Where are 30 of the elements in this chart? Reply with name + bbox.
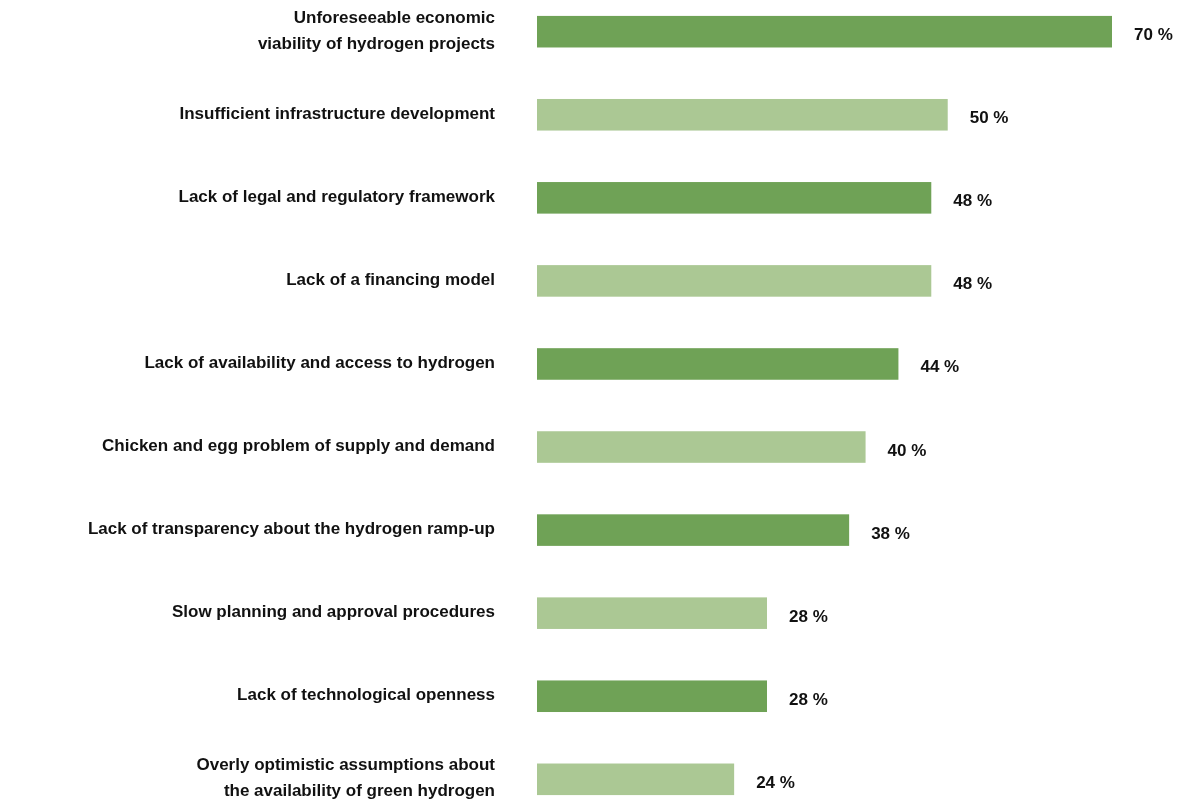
data-label: 48 % — [953, 274, 993, 294]
bar — [537, 680, 767, 713]
bar — [537, 98, 948, 131]
data-label: 40 % — [887, 440, 927, 460]
y-tick-label: Chicken and egg problem of supply and demand — [102, 436, 495, 456]
bar — [537, 597, 767, 629]
bar — [537, 763, 735, 796]
bar — [537, 348, 899, 380]
y-tick-label: Unforeseeable economic viability of hydrogen projects — [257, 8, 495, 54]
y-tick-label: Lack of technological openness — [237, 685, 495, 705]
y-tick-label: Overly optimistic assumptions about the availability of green hydrogen — [196, 755, 496, 801]
bar — [537, 182, 932, 214]
y-tick-label: Slow planning and approval procedures — [171, 602, 495, 622]
y-tick-label: Lack of a financing model — [286, 270, 495, 290]
y-tick-label: Lack of transparency about the hydrogen ramp-up — [87, 519, 495, 539]
data-label: 28 % — [789, 606, 828, 626]
y-tick-label: Lack of legal and regulatory framework — [178, 187, 496, 207]
data-label: 28 % — [789, 689, 828, 709]
data-label: 50 % — [969, 108, 1009, 128]
data-label: 38 % — [871, 523, 910, 543]
data-label: 70 % — [1134, 25, 1173, 45]
bar — [537, 514, 850, 546]
bar — [537, 265, 932, 297]
bar — [537, 431, 866, 463]
data-label: 24 % — [756, 772, 795, 792]
y-tick-label: Insufficient infrastructure development — [179, 104, 496, 124]
y-tick-label: Lack of availability and access to hydrogen — [144, 353, 495, 373]
data-label: 44 % — [920, 357, 960, 377]
bar — [537, 15, 1112, 48]
data-label: 48 % — [953, 191, 993, 211]
